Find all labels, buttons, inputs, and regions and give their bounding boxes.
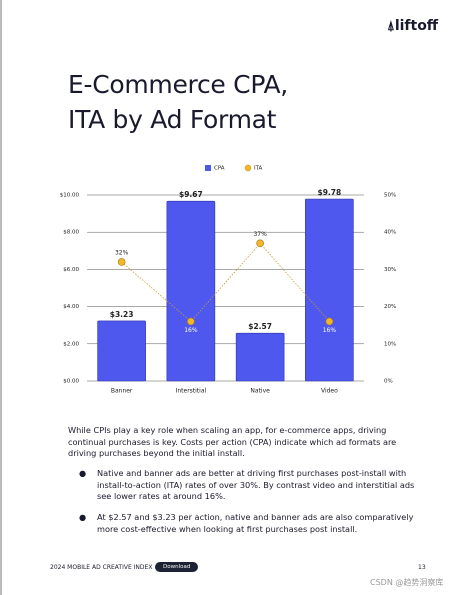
ita-marker (256, 239, 264, 248)
x-tick-label: Banner (111, 388, 133, 395)
y2-tick-label: 0% (384, 379, 393, 385)
y-tick-label: $4.00 (63, 304, 79, 310)
bar (305, 198, 354, 382)
y2-tick-label: 30% (384, 267, 396, 273)
y-tick-label: $0.00 (63, 379, 79, 385)
bullet-text: At $2.57 and $3.23 per action, native an… (97, 512, 414, 534)
x-tick-label: Interstitial (176, 388, 207, 395)
page-number: 13 (418, 564, 426, 571)
ita-value-label: 16% (323, 327, 337, 334)
ita-marker (117, 258, 126, 266)
legend-label: CPA (214, 166, 225, 172)
bar (166, 200, 216, 382)
y2-tick-label: 40% (384, 230, 396, 236)
bar (235, 332, 285, 382)
ita-line (121, 242, 330, 323)
y-tick-label: $6.00 (63, 267, 79, 273)
ita-marker (187, 317, 195, 326)
chart: $0.00 $2.00 $4.00 $6.00 $8.00 $10.00 0% 10% 20% 3… (60, 164, 396, 395)
bar-value-label: $2.57 (248, 322, 272, 331)
bar-value-label: $3.23 (110, 310, 134, 319)
page-title: E-Commerce CPA, ITA by Ad Format (68, 67, 288, 137)
brand-name: liftoff (394, 18, 439, 34)
legend-label: ITA (254, 166, 263, 172)
x-tick-label: Video (321, 388, 338, 395)
y-tick-label: $2.00 (63, 341, 79, 347)
ita-value-label: 16% (184, 327, 198, 334)
y-tick-label: $8.00 (63, 230, 79, 236)
title-line: ITA by Ad Format (68, 105, 277, 134)
y2-tick-label: 50% (384, 193, 396, 199)
y2-tick-label: 20% (384, 304, 396, 310)
download-button[interactable]: Download (155, 562, 199, 572)
watermark: CSDN @趋势洞察库 (370, 578, 444, 587)
bullet-text: Native and banner ads are better at driv… (97, 468, 415, 501)
bullet-item: ● At $2.57 and $3.23 per action, native a… (79, 512, 414, 534)
bar (97, 320, 146, 382)
brand-logo: ⍋liftoff (387, 18, 439, 34)
y-tick-label: $10.00 (60, 193, 80, 199)
legend-swatch (205, 165, 211, 171)
ita-marker (325, 317, 334, 326)
y2-tick-label: 10% (384, 341, 396, 347)
bar-value-label: $9.78 (318, 188, 342, 197)
footer-report: 2024 MOBILE AD CREATIVE INDEX (50, 564, 153, 571)
x-tick-label: Native (250, 388, 270, 395)
bullet-item: ● Native and banner ads are better at dri… (79, 468, 415, 501)
bar-value-label: $9.67 (179, 190, 203, 199)
title-line: E-Commerce CPA, (68, 70, 288, 99)
ita-value-label: 32% (115, 249, 129, 256)
intro-text: While CPIs play a key role when scaling … (68, 425, 397, 458)
legend-swatch (244, 164, 252, 172)
ita-value-label: 37% (253, 231, 267, 238)
